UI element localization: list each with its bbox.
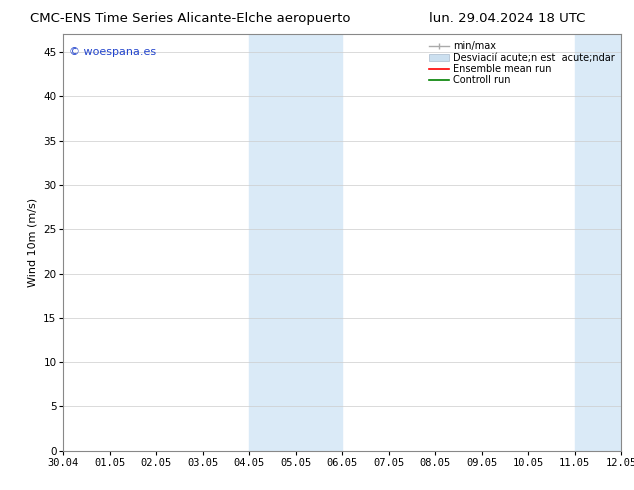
Text: CMC-ENS Time Series Alicante-Elche aeropuerto: CMC-ENS Time Series Alicante-Elche aerop… (30, 12, 351, 25)
Text: © woespana.es: © woespana.es (69, 47, 156, 57)
Bar (575, 34, 621, 451)
Bar (249, 34, 342, 451)
Text: lun. 29.04.2024 18 UTC: lun. 29.04.2024 18 UTC (429, 12, 585, 25)
Legend: min/max, Desviacií acute;n est  acute;ndar, Ensemble mean run, Controll run: min/max, Desviacií acute;n est acute;nda… (427, 39, 616, 87)
Y-axis label: Wind 10m (m/s): Wind 10m (m/s) (28, 198, 37, 287)
